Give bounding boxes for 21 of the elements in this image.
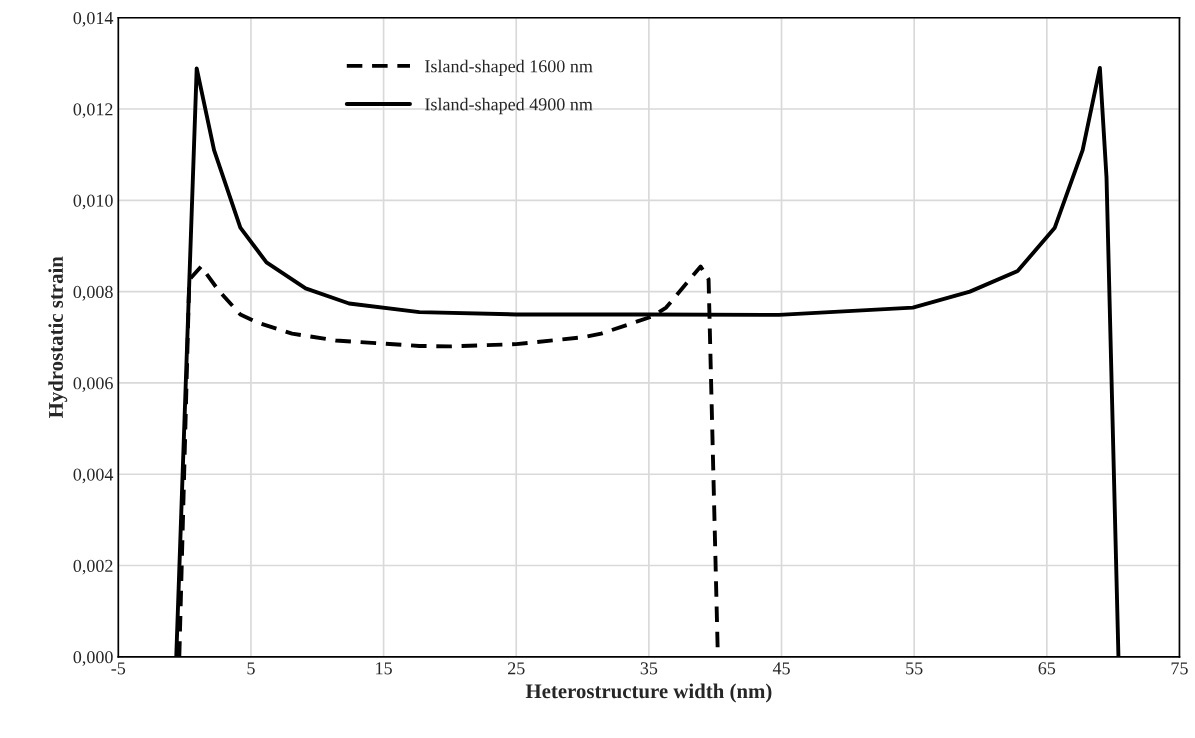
y-axis-title: Hydrostatic strain [48,256,68,419]
legend-label: Island-shaped 4900 nm [425,97,593,115]
y-tick-label: 0,000 [73,651,113,666]
y-tick-label: 0,006 [73,377,113,392]
legend-label: Island-shaped 1600 nm [425,59,593,77]
x-tick-label: 5 [247,662,255,675]
x-tick-label: 15 [376,662,392,675]
y-tick-label: 0,012 [73,103,113,119]
y-tick-label: 0,010 [73,194,113,210]
x-tick-label: 45 [772,662,790,675]
x-tick-label: 75 [1171,662,1188,675]
x-tick-label: 55 [906,662,923,675]
x-tick-label: 25 [508,662,525,675]
y-tick-label: 0,002 [73,559,113,575]
x-tick-label: -5 [111,662,126,675]
y-tick-label: 0,014 [73,11,114,27]
x-axis-title: Heterostructure width (nm) [525,683,772,703]
x-tick-label: 65 [1038,662,1056,675]
x-tick-label: 35 [640,662,658,675]
y-tick-label: 0,004 [73,468,114,484]
y-tick-label: 0,008 [73,285,113,301]
